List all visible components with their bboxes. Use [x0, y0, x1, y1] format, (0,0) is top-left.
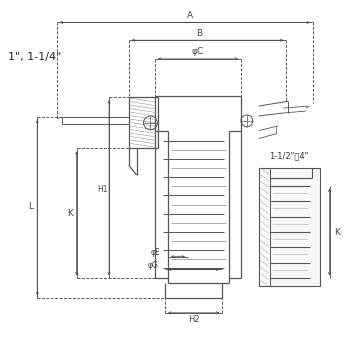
- Text: K: K: [335, 228, 340, 237]
- Text: φC: φC: [191, 48, 204, 56]
- Text: 1", 1-1/4": 1", 1-1/4": [8, 52, 61, 62]
- Text: K: K: [67, 209, 73, 218]
- Text: B: B: [197, 29, 203, 38]
- Text: L: L: [28, 202, 33, 211]
- Text: 1-1/2"～4": 1-1/2"～4": [270, 152, 309, 161]
- Text: H2: H2: [188, 315, 200, 324]
- Text: A: A: [187, 11, 193, 20]
- Bar: [259, 168, 320, 286]
- Text: φG: φG: [147, 261, 158, 270]
- Text: H1: H1: [97, 185, 107, 194]
- Text: φE: φE: [150, 248, 160, 257]
